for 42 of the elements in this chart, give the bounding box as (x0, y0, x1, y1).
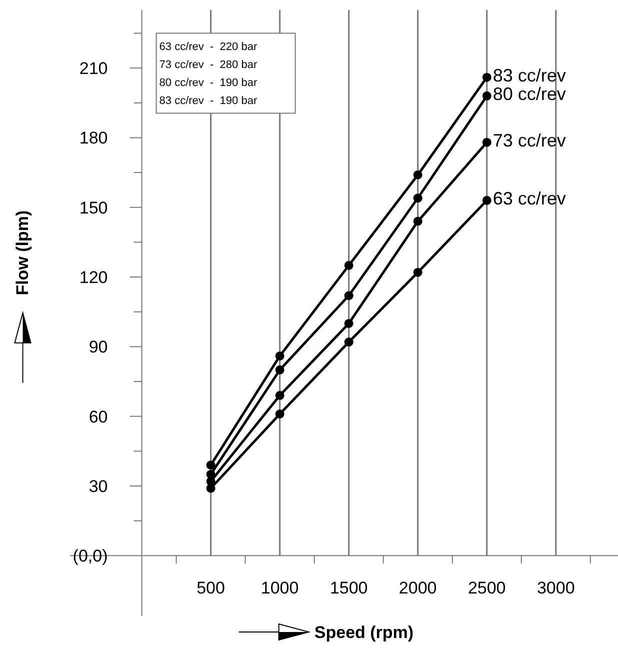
point (344, 291, 354, 300)
point (275, 365, 284, 374)
series-label: 63 cc/rev (492, 188, 566, 208)
point (482, 91, 492, 100)
point (413, 216, 422, 226)
point (206, 460, 216, 470)
y-tick-label: 120 (79, 268, 108, 288)
series-label: 80 cc/rev (492, 84, 566, 104)
x-tick-label: 1000 (260, 578, 299, 598)
point (344, 260, 354, 270)
annotation: 83 cc/rev - 190 bar (159, 95, 258, 108)
point (344, 318, 354, 328)
x-axis-title: Speed (rpm) (314, 623, 414, 642)
y-tick-label: (0,0) (72, 546, 108, 566)
y-tick-label: 210 (79, 59, 108, 78)
y-tick-label: 60 (88, 407, 108, 426)
x-tick-label: 2000 (398, 578, 437, 598)
point (482, 72, 492, 82)
x-tick-label: 2500 (468, 578, 506, 598)
y-axis-title: Flow (lpm) (12, 210, 32, 296)
point (413, 194, 422, 203)
annotation: 73 cc/rev - 280 bar (159, 59, 258, 72)
y-tick-label: 90 (88, 338, 108, 357)
point (482, 196, 492, 205)
point (275, 351, 284, 360)
point (413, 170, 422, 180)
point (413, 268, 422, 277)
series-label: 73 cc/rev (492, 130, 566, 150)
point (275, 410, 284, 418)
annotation: 63 cc/rev - 220 bar (159, 41, 258, 54)
y-tick-label: 30 (88, 476, 108, 496)
point (344, 338, 354, 347)
y-tick-label: 150 (79, 198, 108, 218)
point (482, 138, 492, 147)
x-tick-label: 500 (196, 578, 225, 598)
series-label: 83 cc/rev (492, 65, 566, 86)
annotation: 80 cc/rev - 190 bar (159, 77, 258, 90)
point (275, 390, 284, 400)
x-tick-label: 1500 (330, 578, 368, 598)
point (206, 470, 216, 479)
x-tick-label: 3000 (536, 578, 575, 598)
y-tick-label: 180 (79, 128, 108, 148)
